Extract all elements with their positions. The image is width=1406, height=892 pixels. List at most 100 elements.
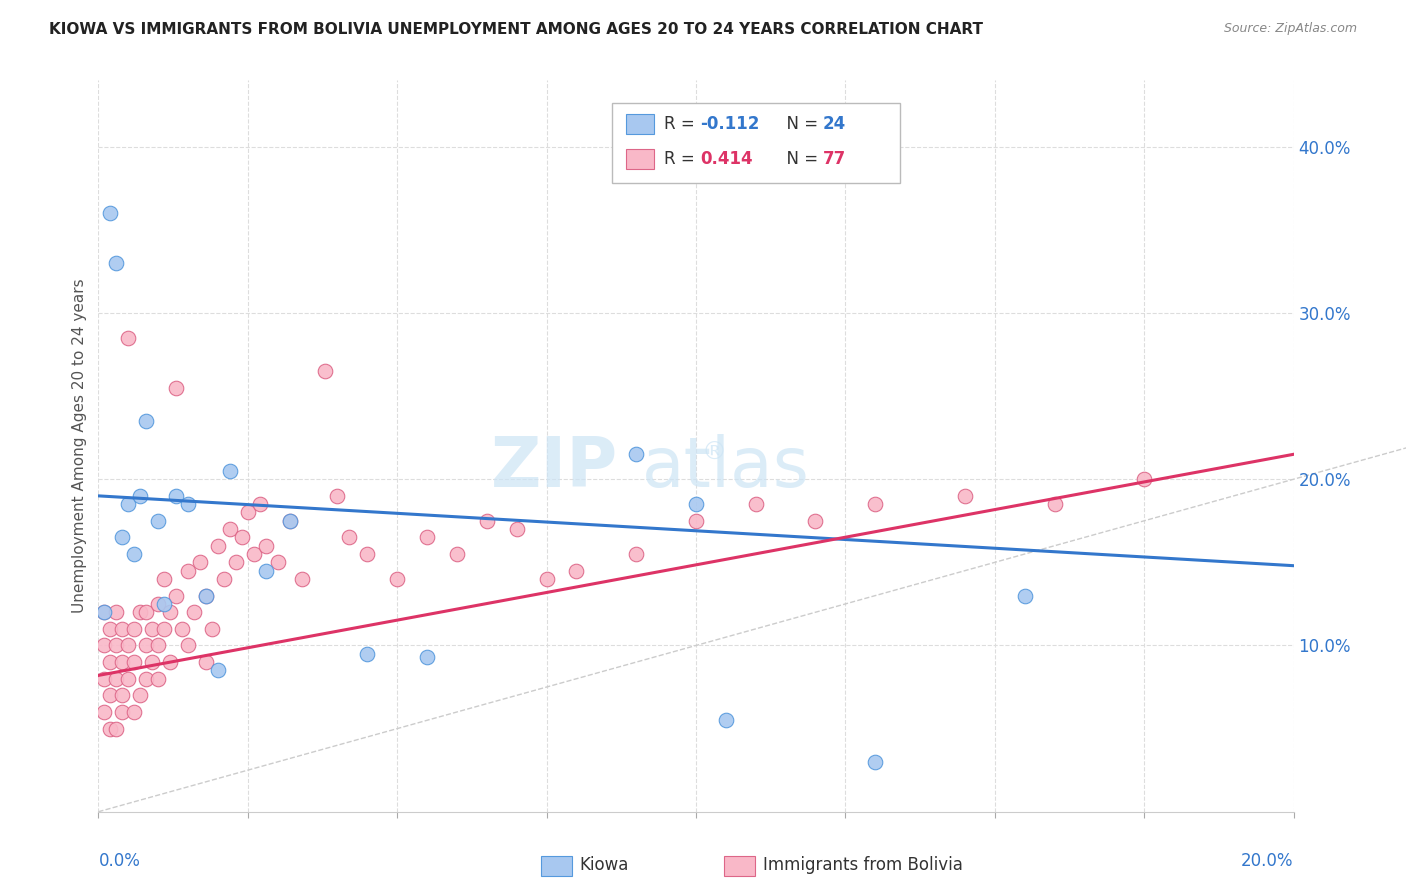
Point [111,689,134,703]
Point [111,530,134,544]
Text: 0.0%: 0.0% [98,852,141,870]
Point [254,564,277,578]
Point [278,514,301,528]
Point [105,256,128,270]
Point [148,639,170,653]
Point [212,572,235,586]
Point [141,655,163,669]
Point [219,464,242,478]
Point [416,650,439,665]
Point [177,497,200,511]
Point [475,514,498,528]
Text: KIOWA VS IMMIGRANTS FROM BOLIVIA UNEMPLOYMENT AMONG AGES 20 TO 24 YEARS CORRELAT: KIOWA VS IMMIGRANTS FROM BOLIVIA UNEMPLO… [49,22,983,37]
Point [195,655,218,669]
Point [201,622,224,636]
Point [98,689,122,703]
Point [326,489,349,503]
Point [105,672,128,686]
Point [207,664,229,678]
Point [117,497,139,511]
Point [536,572,558,586]
Point [124,655,146,669]
Point [165,381,187,395]
Point [188,555,211,569]
Point [129,605,152,619]
Point [745,497,768,511]
Point [93,672,115,686]
Point [153,597,176,611]
Point [804,514,827,528]
Point [207,539,229,553]
Point [356,547,378,561]
Text: N =: N = [776,150,824,168]
Point [177,639,200,653]
Point [148,597,170,611]
Point [195,589,218,603]
Point [111,622,134,636]
Point [105,605,128,619]
Text: 77: 77 [823,150,846,168]
Point [339,530,361,544]
Point [1014,589,1036,603]
Point [165,489,187,503]
Point [159,605,181,619]
Point [135,639,157,653]
Point [124,622,146,636]
Point [105,639,128,653]
Text: 0.414: 0.414 [700,150,752,168]
Point [165,589,187,603]
Point [231,530,253,544]
Text: ZIP: ZIP [491,434,619,501]
Text: Kiowa: Kiowa [579,856,628,874]
Point [626,447,648,461]
Point [953,489,976,503]
Point [626,547,648,561]
Point [243,547,266,561]
Point [117,672,139,686]
Point [148,514,170,528]
Text: 20.0%: 20.0% [1241,852,1294,870]
Point [98,206,122,220]
Text: R =: R = [664,115,700,133]
Text: -0.112: -0.112 [700,115,759,133]
Point [129,689,152,703]
Text: Immigrants from Bolivia: Immigrants from Bolivia [763,856,963,874]
Text: 24: 24 [823,115,846,133]
Point [416,530,439,544]
Point [565,564,588,578]
Point [98,655,122,669]
Point [153,572,176,586]
Point [111,655,134,669]
Text: atlas: atlas [643,434,810,501]
Point [385,572,409,586]
Point [356,647,378,661]
Point [105,722,128,736]
Point [685,497,707,511]
Point [225,555,247,569]
Point [236,506,259,520]
Point [506,522,529,536]
Point [254,539,277,553]
Text: N =: N = [776,115,824,133]
Point [865,497,887,511]
Point [93,605,115,619]
Point [249,497,271,511]
Point [278,514,301,528]
Point [129,489,152,503]
Point [148,672,170,686]
Point [159,655,181,669]
Point [1133,472,1156,486]
Point [141,622,163,636]
Point [124,705,146,719]
Text: Source: ZipAtlas.com: Source: ZipAtlas.com [1223,22,1357,36]
Point [291,572,314,586]
Point [93,605,115,619]
Y-axis label: Unemployment Among Ages 20 to 24 years: Unemployment Among Ages 20 to 24 years [72,278,87,614]
Point [98,622,122,636]
Point [195,589,218,603]
Point [714,714,737,728]
Point [111,705,134,719]
Point [177,564,200,578]
Point [135,672,157,686]
Point [446,547,468,561]
